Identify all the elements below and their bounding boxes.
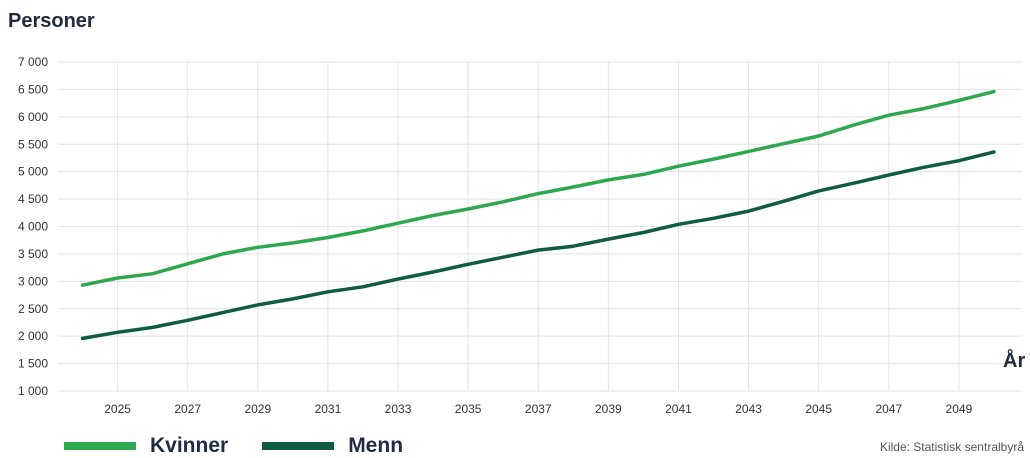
y-tick-label: 1 500: [18, 357, 48, 371]
y-tick-label: 6 000: [18, 110, 48, 124]
grid-lines: [58, 61, 1022, 392]
x-tick-label: 2041: [665, 402, 692, 416]
legend-label-kvinner: Kvinner: [150, 434, 229, 457]
y-tick-label: 5 500: [18, 137, 48, 151]
y-axis-title: Personer: [8, 10, 95, 32]
x-axis-title: År: [1003, 350, 1026, 372]
x-tick-label: 2043: [735, 402, 762, 416]
line-chart: 1 000 1 500 2 000 2 500 3 000 3 500 4 000 4 500…: [18, 55, 1022, 416]
y-tick-label: 3 500: [18, 247, 48, 261]
x-tick-label: 2033: [385, 402, 412, 416]
y-tick-label: 2 500: [18, 302, 48, 316]
y-tick-label: 3 000: [18, 274, 48, 288]
y-tick-label: 2 000: [18, 329, 48, 343]
legend-swatch-kvinner: [64, 442, 136, 450]
x-tick-label: 2031: [315, 402, 342, 416]
x-tick-label: 2035: [455, 402, 482, 416]
x-tick-label: 2047: [875, 402, 902, 416]
x-tick-label: 2029: [244, 402, 271, 416]
x-tick-label: 2039: [595, 402, 622, 416]
legend-item-menn: Menn: [262, 434, 403, 458]
x-tick-label: 2027: [174, 402, 201, 416]
series-line-kvinner: [80, 89, 996, 287]
source-note: Kilde: Statistisk sentralbyrå: [879, 440, 1024, 454]
y-tick-label: 7 000: [18, 55, 48, 69]
x-tick-label: 2049: [946, 402, 973, 416]
y-tick-labels: 1 000 1 500 2 000 2 500 3 000 3 500 4 000 4 500…: [18, 55, 48, 398]
legend-label-menn: Menn: [348, 434, 404, 457]
legend-swatch-menn: [262, 442, 335, 450]
x-tick-labels: 2025 2027 2029 2031 2033 2035 2037 2039 2041 2043…: [104, 402, 972, 416]
y-tick-label: 1 000: [18, 384, 48, 398]
x-tick-label: 2025: [104, 402, 131, 416]
y-tick-label: 4 000: [18, 220, 48, 234]
series-line-menn: [80, 150, 996, 341]
y-tick-label: 5 000: [18, 165, 48, 179]
series-lines: [80, 89, 996, 341]
y-tick-label: 6 500: [18, 82, 48, 96]
x-tick-label: 2037: [525, 402, 552, 416]
x-tick-label: 2045: [805, 402, 832, 416]
legend: Kvinner Menn: [64, 434, 437, 458]
y-tick-label: 4 500: [18, 192, 48, 206]
legend-item-kvinner: Kvinner: [64, 434, 228, 458]
